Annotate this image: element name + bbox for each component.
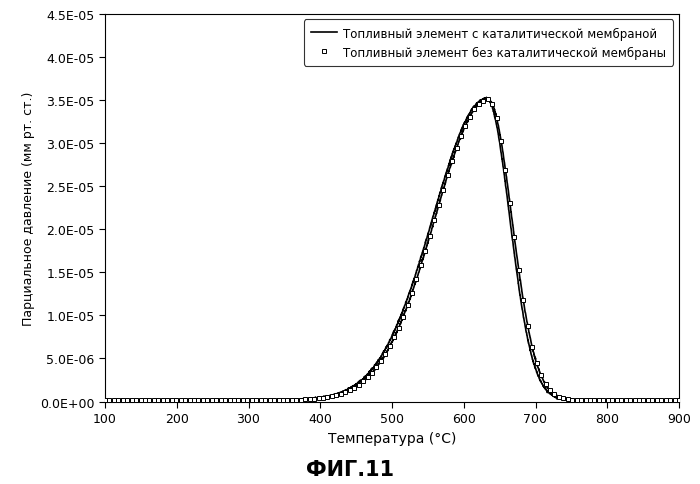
Топливный элемент без каталитической мембраны [675, 397, 683, 403]
Топливный элемент с каталитической мембраной [200, 398, 209, 404]
Line: Топливный элемент с каталитической мембраной: Топливный элемент с каталитической мембр… [105, 98, 679, 402]
Топливный элемент без каталитической мембраны [101, 397, 109, 403]
Топливный элемент без каталитической мембраны [399, 314, 407, 320]
Топливный элемент без каталитической мембраны [484, 97, 492, 103]
Топливный элемент с каталитической мембраной [101, 397, 109, 403]
Топливный элемент с каталитической мембраной [482, 95, 491, 101]
Топливный элемент с каталитической мембраной [148, 399, 157, 405]
Топливный элемент с каталитической мембраной [167, 398, 175, 404]
Топливный элемент без каталитической мембраны [479, 99, 487, 105]
Топливный элемент с каталитической мембраной [346, 386, 354, 392]
Y-axis label: Парциальное давление (мм рт. ст.): Парциальное давление (мм рт. ст.) [22, 91, 34, 325]
Text: ФИГ.11: ФИГ.11 [306, 459, 394, 479]
Топливный элемент без каталитической мембраны [528, 344, 536, 350]
Топливный элемент с каталитической мембраной [675, 398, 683, 404]
Топливный элемент без каталитической мембраны [256, 397, 265, 403]
Топливный элемент с каталитической мембраной [664, 398, 672, 404]
X-axis label: Температура (°C): Температура (°C) [328, 431, 456, 445]
Line: Топливный элемент без каталитической мембраны: Топливный элемент без каталитической мем… [104, 98, 680, 402]
Топливный элемент без каталитической мембраны [554, 394, 563, 400]
Топливный элемент с каталитической мембраной [602, 397, 610, 403]
Топливный элемент с каталитической мембраной [321, 394, 330, 400]
Legend: Топливный элемент с каталитической мембраной, Топливный элемент без каталитическ: Топливный элемент с каталитической мембр… [304, 20, 673, 67]
Топливный элемент без каталитической мембраны [346, 388, 354, 393]
